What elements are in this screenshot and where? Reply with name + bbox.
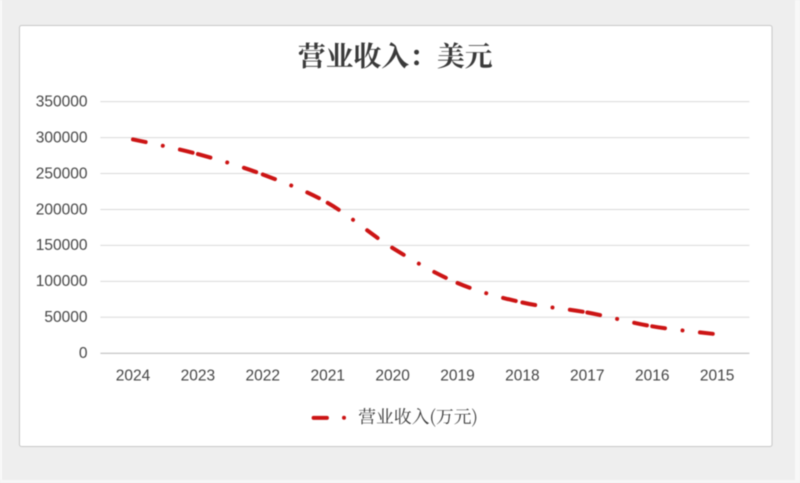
svg-text:250000: 250000 (36, 165, 88, 182)
svg-text:2019: 2019 (440, 367, 474, 384)
svg-text:50000: 50000 (44, 309, 87, 326)
svg-text:2016: 2016 (635, 367, 669, 384)
svg-text:2022: 2022 (246, 367, 280, 384)
svg-text:150000: 150000 (36, 237, 88, 254)
svg-text:2023: 2023 (181, 367, 215, 384)
svg-text:350000: 350000 (36, 93, 88, 110)
svg-text:2018: 2018 (505, 367, 539, 384)
svg-text:300000: 300000 (36, 129, 88, 146)
svg-text:0: 0 (79, 345, 88, 362)
svg-text:100000: 100000 (36, 273, 88, 290)
svg-text:2024: 2024 (116, 367, 151, 384)
svg-text:2017: 2017 (570, 367, 604, 384)
svg-text:2021: 2021 (310, 367, 344, 384)
svg-text:2020: 2020 (375, 367, 410, 384)
svg-text:2015: 2015 (700, 367, 734, 384)
svg-text:200000: 200000 (36, 201, 88, 218)
